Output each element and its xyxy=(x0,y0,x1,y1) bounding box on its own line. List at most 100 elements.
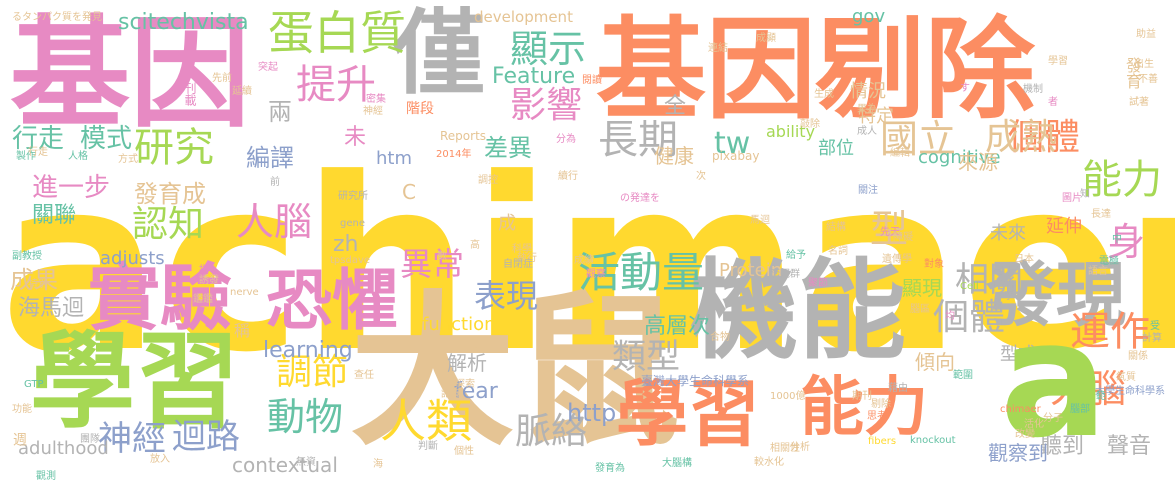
cloud-word: htm xyxy=(376,148,412,169)
cloud-word: 高層次 xyxy=(644,314,711,339)
cloud-word: 知 xyxy=(1080,189,1090,200)
cloud-word: 週 xyxy=(11,432,27,446)
cloud-word: 馬迴 xyxy=(750,215,770,226)
cloud-word: 氣質 xyxy=(1116,372,1136,383)
cloud-word: 分為 xyxy=(556,134,576,145)
cloud-word: 成果 xyxy=(10,266,58,294)
cloud-word: 顯現 xyxy=(902,276,942,300)
cloud-word: 長期 xyxy=(598,117,678,163)
cloud-word: 類型 xyxy=(612,337,680,377)
cloud-word: 學習 xyxy=(1048,56,1068,67)
cloud-word: Reports xyxy=(440,129,487,143)
cloud-word: 人類 xyxy=(380,394,472,448)
cloud-word: cognitive xyxy=(918,147,1001,168)
cloud-word: gov xyxy=(852,6,886,27)
cloud-word: 閱讀 xyxy=(582,75,602,86)
cloud-word: 個性 xyxy=(454,446,474,457)
cloud-word: 連結 xyxy=(708,43,728,54)
cloud-word: 名詞 xyxy=(828,246,848,257)
cloud-word: 能力 xyxy=(800,371,928,445)
cloud-word: 情況 xyxy=(850,81,886,102)
cloud-word: 特別 xyxy=(28,279,48,290)
cloud-word: 期刊 xyxy=(852,391,872,402)
cloud-word: 藉由 xyxy=(888,383,908,394)
cloud-word: 未 xyxy=(344,125,367,150)
cloud-word: 進一步 xyxy=(32,173,111,203)
cloud-word: 改變 xyxy=(1015,429,1035,440)
cloud-word: 聲音 xyxy=(1107,434,1152,459)
cloud-word: 成顯 xyxy=(756,33,776,44)
cloud-word: 1000億 xyxy=(770,391,806,402)
cloud-word: 密集 xyxy=(366,94,386,105)
cloud-word: 蛋白質 xyxy=(268,6,406,60)
cloud-word: 發現 xyxy=(986,254,1126,336)
cloud-word: pixabay xyxy=(712,149,760,163)
cloud-word: 能力 xyxy=(1082,157,1162,203)
cloud-word: 稱 xyxy=(231,322,250,338)
cloud-word: 關聯 xyxy=(32,203,77,228)
cloud-word: zh xyxy=(333,232,359,257)
cloud-word: 語言 xyxy=(1088,266,1108,277)
cloud-word: 行走 xyxy=(28,147,48,158)
cloud-word: 敲除 xyxy=(800,119,820,130)
cloud-word: 觀察 xyxy=(586,269,606,280)
cloud-word: chimaer xyxy=(1000,404,1041,415)
cloud-word: 合物 xyxy=(710,332,730,343)
cloud-word: a xyxy=(1000,286,1108,473)
cloud-word: 迴路 xyxy=(172,417,240,457)
cloud-word: 出生 xyxy=(1134,59,1154,70)
cloud-word: ability xyxy=(766,122,816,141)
cloud-word: C xyxy=(402,180,416,204)
cloud-word: 生成 xyxy=(814,89,834,100)
cloud-word: 成績 xyxy=(574,255,594,266)
cloud-word: 傾向 xyxy=(915,350,955,374)
cloud-word: 調節 xyxy=(276,352,349,393)
cloud-word: 影響 xyxy=(510,85,583,126)
cloud-word: 試著 xyxy=(1129,97,1149,108)
cloud-word: 結構 xyxy=(826,222,846,233)
cloud-word: 機制 xyxy=(1023,84,1043,95)
cloud-word: 果為 xyxy=(857,104,877,115)
cloud-word: 範 xyxy=(1096,391,1106,402)
cloud-word: 長達 xyxy=(1091,209,1111,220)
cloud-word: 科學 xyxy=(512,244,532,255)
cloud-word: 海馬迴 xyxy=(18,296,85,321)
cloud-word: 身 xyxy=(1107,220,1146,264)
cloud-word: 記錄 xyxy=(441,389,461,400)
cloud-word: 副教授 xyxy=(12,251,42,262)
cloud-word: 先前 xyxy=(212,73,232,84)
cloud-word: 異常 xyxy=(400,245,465,283)
cloud-word: 腦部 xyxy=(1070,404,1090,415)
cloud-word: 大鼠 xyxy=(350,276,680,468)
cloud-word: 提升 xyxy=(296,62,376,108)
cloud-word: 發育為 xyxy=(595,463,625,474)
cloud-word: 活化 xyxy=(1024,419,1044,430)
cloud-word: 健康 xyxy=(654,144,694,168)
cloud-word: nerve xyxy=(230,287,259,298)
cloud-word: 臺灣師範大學生命科學系 xyxy=(1055,386,1165,397)
cloud-word: 兩 xyxy=(268,98,292,126)
cloud-word: 相關 xyxy=(955,260,1023,300)
cloud-word: 聽到 xyxy=(1040,434,1085,459)
cloud-word: 分析 xyxy=(790,442,810,453)
cloud-word: 基因 xyxy=(596,6,816,134)
cloud-word: 相關性 xyxy=(770,443,800,454)
cloud-word: 來源 xyxy=(958,150,998,174)
cloud-word: 放入 xyxy=(150,454,170,465)
cloud-word: 型式 xyxy=(1000,344,1036,365)
cloud-word: 日本 xyxy=(1014,254,1034,265)
cloud-word: 查任 xyxy=(354,370,374,381)
cloud-word: 不善 xyxy=(1138,74,1158,85)
cloud-word: 行走 xyxy=(12,124,65,154)
cloud-word: 次 xyxy=(696,171,706,182)
cloud-word: 調控 xyxy=(478,175,498,186)
cloud-word: 恐懼 xyxy=(266,262,398,339)
cloud-word: 個體 xyxy=(933,297,1006,338)
cloud-word: 成熟 xyxy=(985,117,1058,158)
cloud-word: 高 xyxy=(470,240,480,251)
cloud-word: 研究 xyxy=(134,125,214,171)
cloud-word: 刊載 xyxy=(183,82,197,106)
cloud-word: 國立 xyxy=(880,117,957,161)
cloud-word: 人腦 xyxy=(236,200,313,244)
cloud-word: 無資 xyxy=(296,457,316,468)
